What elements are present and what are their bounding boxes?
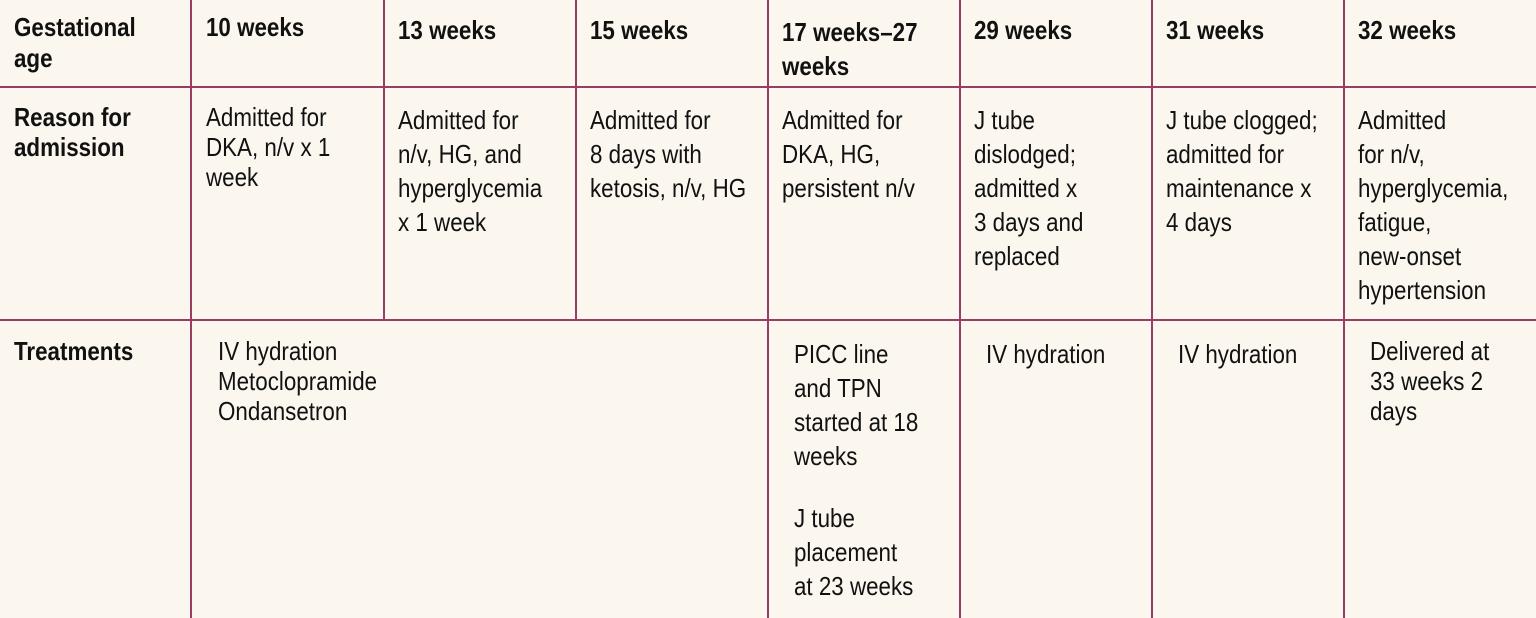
treatments-29-weeks: IV hydration (986, 339, 1106, 369)
column-divider (1151, 0, 1153, 618)
header-31-weeks: 31 weeks (1166, 15, 1265, 45)
reason-17-27-weeks: Admitted for DKA, HG, persistent n/v (782, 105, 915, 203)
reason-15-weeks: Admitted for 8 days with ketosis, n/v, H… (590, 105, 747, 203)
reason-row-label: Reason for admission (14, 102, 131, 162)
column-divider (959, 0, 961, 618)
column-divider (767, 0, 769, 618)
header-29-weeks: 29 weeks (974, 15, 1073, 45)
column-divider (190, 0, 192, 618)
reason-13-weeks: Admitted for n/v, HG, and hyperglycemia … (398, 105, 543, 237)
reason-29-weeks: J tube dislodged; admitted x 3 days and … (974, 105, 1084, 271)
header-10-weeks: 10 weeks (206, 12, 305, 42)
column-divider (1343, 0, 1345, 618)
row-divider (0, 319, 1536, 321)
header-15-weeks: 15 weeks (590, 15, 689, 45)
reason-31-weeks: J tube clogged; admitted for maintenance… (1166, 105, 1318, 237)
treatments-10-15-weeks: IV hydration Metoclopramide Ondansetron (218, 336, 378, 426)
treatments-j-tube: J tube placement at 23 weeks (794, 503, 914, 601)
reason-32-weeks: Admitted for n/v, hyperglycemia, fatigue… (1358, 105, 1509, 305)
column-divider (575, 0, 577, 320)
header-32-weeks: 32 weeks (1358, 15, 1457, 45)
header-13-weeks: 13 weeks (398, 15, 497, 45)
column-divider (383, 0, 385, 320)
treatments-32-weeks: Delivered at 33 weeks 2 days (1370, 336, 1490, 426)
header-17-27-weeks: 17 weeks–27 weeks (782, 17, 918, 81)
header-row-label: Gestational age (14, 12, 136, 73)
reason-10-weeks: Admitted for DKA, n/v x 1 week (206, 102, 331, 192)
treatments-row-label: Treatments (14, 336, 134, 366)
treatments-picc-tpn: PICC line and TPN started at 18 weeks (794, 339, 919, 471)
treatments-31-weeks: IV hydration (1178, 339, 1298, 369)
row-divider (0, 86, 1536, 88)
